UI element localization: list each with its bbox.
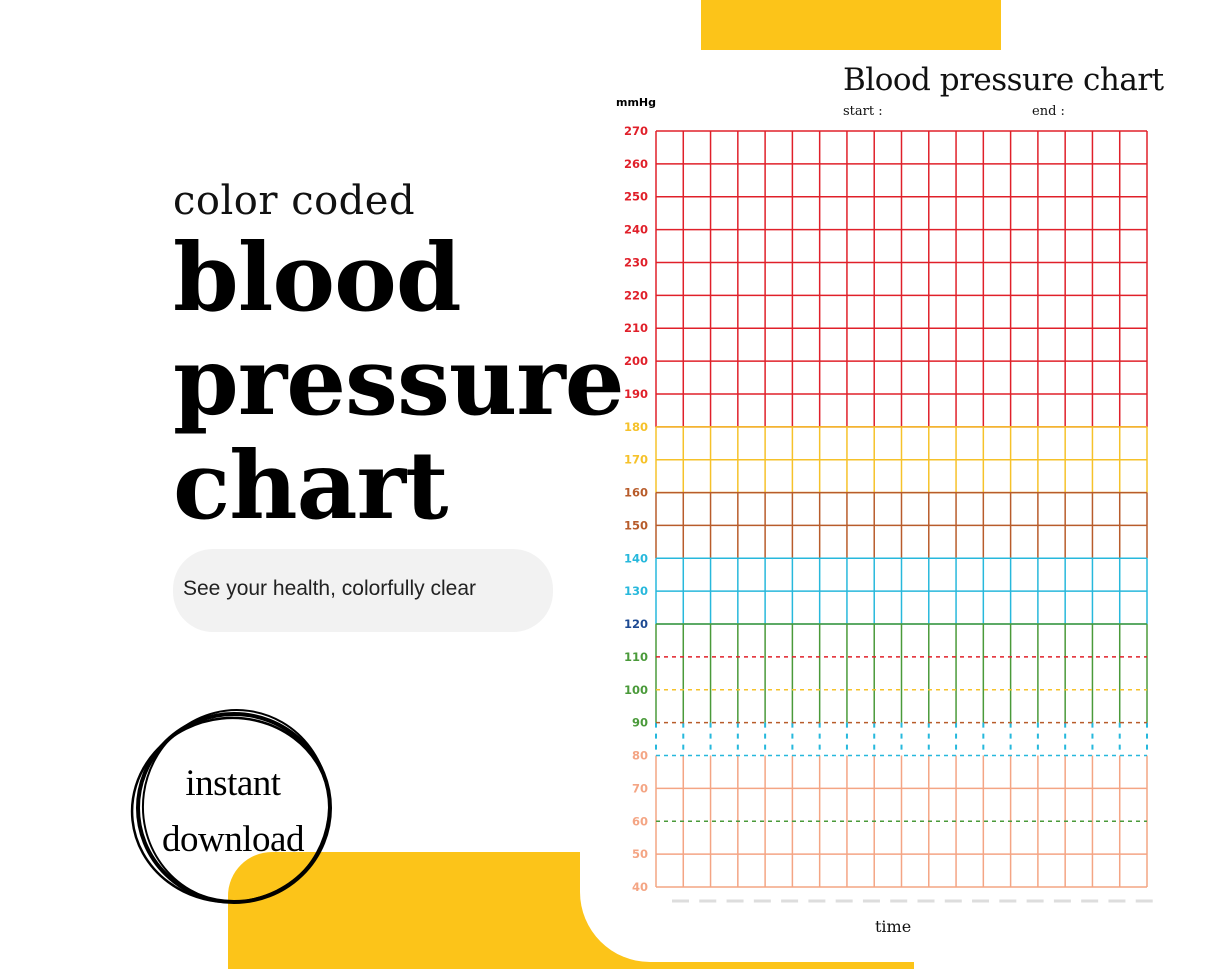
hero-kicker: color coded bbox=[173, 178, 416, 224]
y-tick-label: 80 bbox=[632, 749, 648, 763]
tagline-pill: See your health, colorfully clear bbox=[173, 549, 553, 632]
hero-line-pressure: pressure bbox=[173, 327, 625, 437]
instant-download-badge: instant download bbox=[128, 708, 338, 910]
y-tick-label: 60 bbox=[632, 814, 648, 828]
chart-paper bbox=[580, 60, 1211, 962]
y-tick-label: 140 bbox=[624, 551, 648, 565]
hero-heading: color coded blood pressure chart bbox=[173, 176, 625, 541]
y-tick-label: 220 bbox=[624, 288, 648, 302]
hero-line-chart: chart bbox=[173, 431, 448, 541]
y-tick-label: 110 bbox=[624, 650, 648, 664]
y-tick-label: 50 bbox=[632, 847, 648, 861]
y-tick-label: 250 bbox=[624, 190, 648, 204]
chart-title: Blood pressure chart bbox=[843, 62, 1164, 98]
y-tick-label: 260 bbox=[624, 157, 648, 171]
scribble-circle-icon bbox=[130, 709, 332, 904]
y-tick-label: 130 bbox=[624, 584, 648, 598]
start-label: start : bbox=[843, 104, 883, 119]
unit-label: mmHg bbox=[616, 96, 657, 109]
y-tick-label: 180 bbox=[624, 420, 648, 434]
y-tick-label: 100 bbox=[624, 683, 648, 697]
yellow-accent-top bbox=[701, 0, 1001, 50]
y-tick-label: 120 bbox=[624, 617, 648, 631]
tagline-text: See your health, colorfully clear bbox=[183, 577, 476, 600]
y-tick-label: 190 bbox=[624, 387, 648, 401]
y-tick-label: 240 bbox=[624, 223, 648, 237]
y-tick-label: 270 bbox=[624, 124, 648, 138]
y-tick-label: 200 bbox=[624, 354, 648, 368]
y-tick-label: 150 bbox=[624, 518, 648, 532]
y-tick-label: 170 bbox=[624, 453, 648, 467]
y-tick-label: 230 bbox=[624, 255, 648, 269]
badge-line-download: download bbox=[162, 819, 304, 860]
hero-line-blood: blood bbox=[173, 223, 462, 333]
y-tick-label: 210 bbox=[624, 321, 648, 335]
x-axis-label: time bbox=[875, 917, 912, 936]
badge-line-instant: instant bbox=[185, 763, 281, 804]
y-tick-label: 90 bbox=[632, 716, 648, 730]
y-tick-label: 160 bbox=[624, 486, 648, 500]
y-tick-label: 70 bbox=[632, 781, 648, 795]
badge-text: instant download bbox=[128, 756, 338, 868]
end-label: end : bbox=[1032, 104, 1065, 119]
y-tick-label: 40 bbox=[632, 880, 648, 894]
